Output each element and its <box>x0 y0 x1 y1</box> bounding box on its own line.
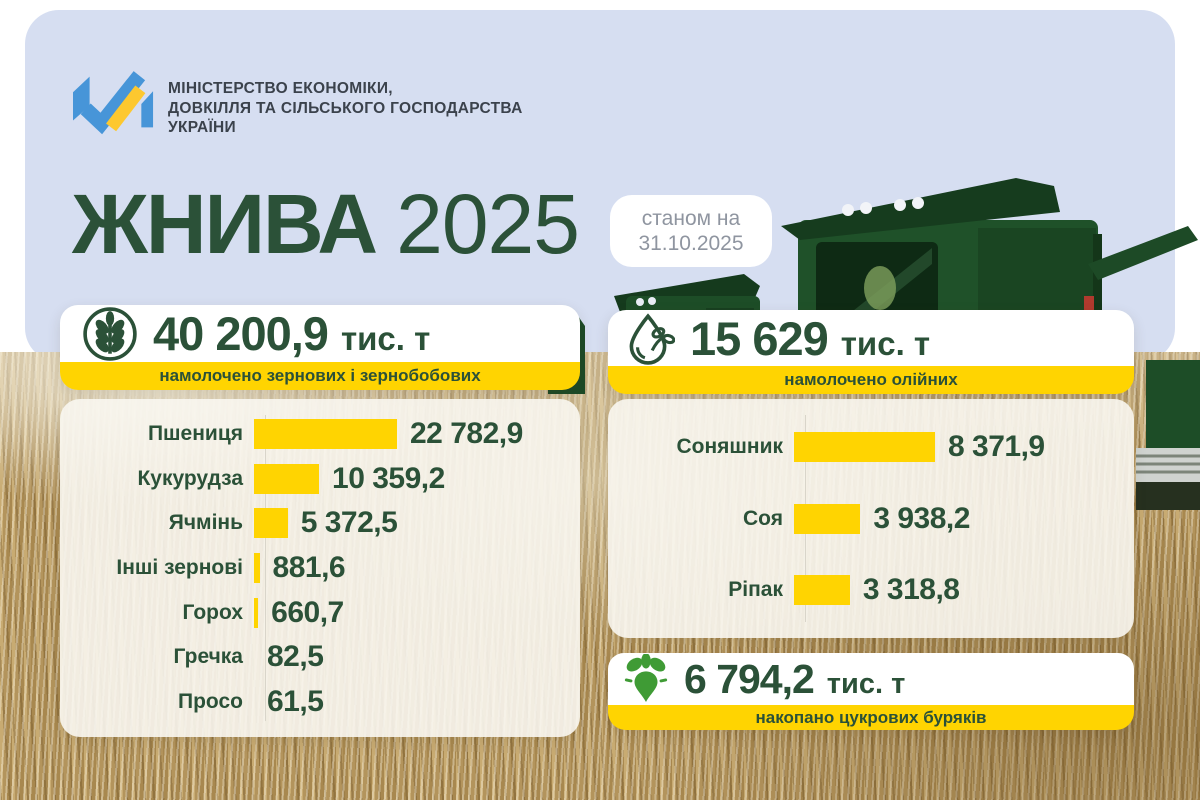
oilseed-card-header: 15 629 тис. т <box>608 310 1134 366</box>
bar <box>794 575 850 605</box>
bar-value: 10 359,2 <box>332 461 445 495</box>
bar-label: Ячмінь <box>168 511 243 535</box>
as-of-label: станом на <box>641 207 741 230</box>
grain-card-header: 40 200,9 тис. т <box>60 305 580 362</box>
ministry-name-line1: МІНІСТЕРСТВО ЕКОНОМІКИ, <box>168 80 393 97</box>
oilseed-total: 15 629 тис. т <box>690 311 930 366</box>
bar-value: 22 782,9 <box>410 417 523 450</box>
sugar-beet-total-unit: тис. т <box>826 667 906 700</box>
grain-caption: намолочено зернових і зернобобових <box>60 362 580 390</box>
grain-total-card: 40 200,9 тис. т намолочено зернових і зе… <box>60 305 580 390</box>
bar <box>254 508 288 539</box>
as-of-date-badge: станом на 31.10.2025 <box>610 195 772 267</box>
bar-value: 660,7 <box>271 595 344 629</box>
oilseed-chart-rows: Соняшник 8 371,9 Соя 3 938,2 Ріпак 3 318,8 <box>608 427 1134 610</box>
bar-value: 3 318,8 <box>862 573 960 606</box>
bar <box>254 463 320 494</box>
bar <box>254 597 259 628</box>
bar <box>794 503 861 534</box>
ministry-logo <box>73 71 154 135</box>
grain-total-value: 40 200,9 <box>153 307 329 360</box>
combine-header-photo <box>1136 360 1200 510</box>
oilseed-total-card: 15 629 тис. т намолочено олійних <box>608 310 1134 394</box>
bar-label: Інші зернові <box>116 555 243 579</box>
chart-row: Просо 61,5 <box>60 682 580 722</box>
chart-row: Соя 3 938,2 <box>608 499 1134 539</box>
chart-row: Інші зернові 881,6 <box>60 548 580 588</box>
chart-row: Ріпак 3 318,8 <box>608 570 1134 610</box>
bar-value: 8 371,9 <box>948 430 1045 463</box>
oilseed-bar-chart: Соняшник 8 371,9 Соя 3 938,2 Ріпак 3 318,8 <box>608 399 1134 638</box>
title-year: 2025 <box>396 177 580 271</box>
chart-row: Кукурудза 10 359,2 <box>60 459 580 499</box>
oilseed-caption: намолочено олійних <box>608 366 1134 394</box>
ministry-name: МІНІСТЕРСТВО ЕКОНОМІКИ, ДОВКІЛЛЯ ТА СІЛЬ… <box>168 64 523 140</box>
ministry-brand: МІНІСТЕРСТВО ЕКОНОМІКИ, ДОВКІЛЛЯ ТА СІЛЬ… <box>73 64 523 140</box>
bar-label: Просо <box>178 689 243 713</box>
sugar-beet-total: 6 794,2 тис. т <box>684 656 905 703</box>
bar-label: Кукурудза <box>137 466 243 490</box>
bar-label: Гречка <box>173 645 243 669</box>
title-harvest: ЖНИВА <box>72 177 378 271</box>
as-of-date: 31.10.2025 <box>638 232 744 255</box>
chart-row: Горох 660,7 <box>60 593 580 633</box>
oilseed-total-unit: тис. т <box>840 324 931 362</box>
sugar-beet-total-value: 6 794,2 <box>684 655 815 702</box>
bar-label: Соя <box>743 506 783 530</box>
grain-bar-chart: Пшениця 22 782,9 Кукурудза 10 359,2 Ячмінь 5 … <box>60 399 580 737</box>
grain-total: 40 200,9 тис. т <box>153 306 430 361</box>
sugar-beet-card-header: 6 794,2 тис. т <box>608 653 1134 705</box>
sugar-beet-icon <box>624 654 668 702</box>
sugar-beet-caption: накопано цукрових буряків <box>608 705 1134 730</box>
ministry-name-line2: ДОВКІЛЛЯ ТА СІЛЬСЬКОГО ГОСПОДАРСТВА <box>168 99 523 117</box>
wheat-icon <box>83 306 137 361</box>
bar-value: 61,5 <box>267 684 324 718</box>
bar-value: 5 372,5 <box>300 506 398 540</box>
chart-row: Ячмінь 5 372,5 <box>60 503 580 543</box>
bar-label: Ріпак <box>728 578 783 601</box>
bar-value: 3 938,2 <box>873 501 970 535</box>
chart-row: Гречка 82,5 <box>60 637 580 677</box>
bar <box>794 432 935 462</box>
ministry-name-line3: УКРАЇНИ <box>168 119 236 136</box>
bar-value: 82,5 <box>267 640 324 674</box>
sugar-beet-total-card: 6 794,2 тис. т накопано цукрових буряків <box>608 653 1134 730</box>
bar <box>254 419 397 449</box>
bar-label: Горох <box>182 600 244 624</box>
grain-chart-rows: Пшениця 22 782,9 Кукурудза 10 359,2 Ячмінь 5 … <box>60 414 580 722</box>
chart-row: Пшениця 22 782,9 <box>60 414 580 454</box>
oilseed-total-value: 15 629 <box>690 311 829 365</box>
bar <box>254 552 260 583</box>
bar-value: 881,6 <box>272 550 346 584</box>
bar-label: Соняшник <box>676 435 783 458</box>
grain-total-unit: тис. т <box>340 320 431 357</box>
page-title: ЖНИВА 2025 <box>72 176 580 273</box>
bar-label: Пшениця <box>147 422 243 445</box>
oil-drop-icon <box>629 313 675 365</box>
chart-row: Соняшник 8 371,9 <box>608 427 1134 467</box>
